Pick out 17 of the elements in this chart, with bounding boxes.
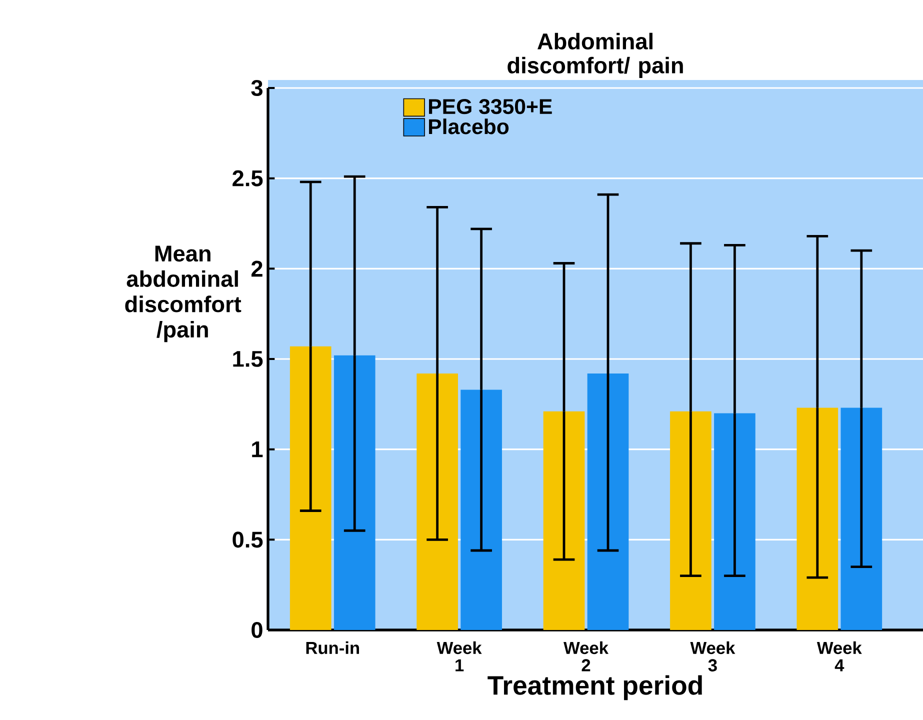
- legend-label: PEG 3350+E: [429, 99, 552, 114]
- y-axis-title: Mean abdominal discomfort /pain: [125, 246, 242, 342]
- x-tick-label: Week 4: [816, 641, 862, 672]
- x-tick-label: Week 2: [564, 641, 609, 672]
- x-tick-label: Week 3: [690, 641, 736, 672]
- y-tick-label: 3: [251, 80, 262, 96]
- x-tick-label: Run-in: [306, 641, 359, 654]
- y-tick-label: 1: [252, 442, 263, 458]
- x-tick-label: Week 1: [436, 641, 482, 672]
- y-tick-label: 0.5: [232, 532, 263, 548]
- y-tick-label: 2.5: [232, 170, 263, 186]
- y-tick-label: 2: [251, 260, 262, 277]
- y-tick-label: 0: [252, 622, 262, 638]
- y-tick-label: 1.5: [233, 351, 263, 367]
- chart-title: Abdominal discomfort/ pain: [508, 32, 683, 78]
- legend-label: Placebo: [429, 118, 509, 134]
- x-axis-title: Treatment period: [488, 675, 702, 700]
